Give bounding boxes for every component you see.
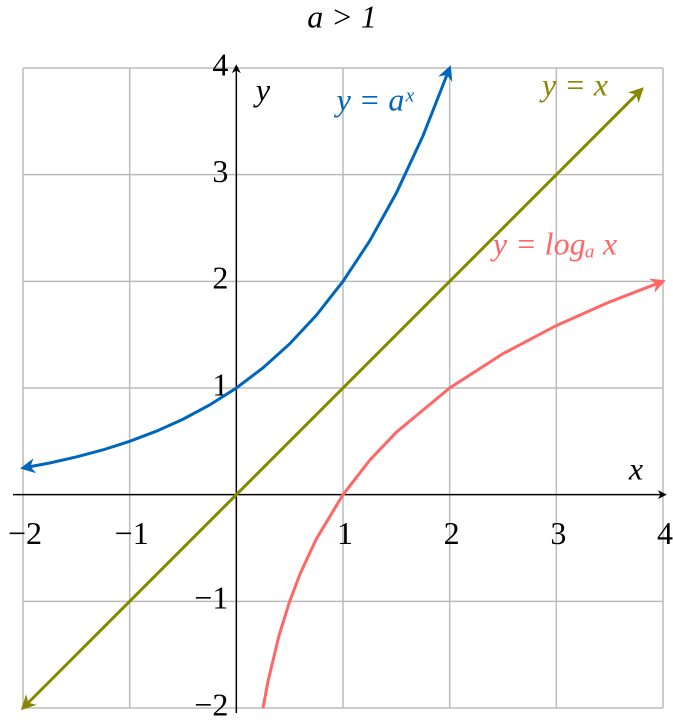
x-tick-label: 2 xyxy=(444,515,460,551)
series-label: y = x xyxy=(539,66,608,102)
y-tick-label: 4 xyxy=(212,46,228,82)
series-label: y = logₐ x xyxy=(490,225,617,261)
y-tick-label: 3 xyxy=(212,153,228,189)
x-tick-label: 4 xyxy=(657,515,673,551)
chart-title: a > 1 xyxy=(307,0,377,34)
x-tick-label: −1 xyxy=(115,515,149,551)
y-tick-label: −2 xyxy=(194,686,228,721)
series-label: y = aˣ xyxy=(334,81,415,117)
x-tick-label: 3 xyxy=(550,515,566,551)
series-line xyxy=(20,87,644,711)
x-tick-label: 1 xyxy=(337,515,353,551)
x-axis-label: x xyxy=(628,450,643,486)
y-tick-label: 2 xyxy=(212,260,228,296)
series-line xyxy=(261,278,666,709)
y-tick-label: −1 xyxy=(194,580,228,616)
x-tick-label: −2 xyxy=(8,515,42,551)
y-axis-label: y xyxy=(253,71,271,107)
